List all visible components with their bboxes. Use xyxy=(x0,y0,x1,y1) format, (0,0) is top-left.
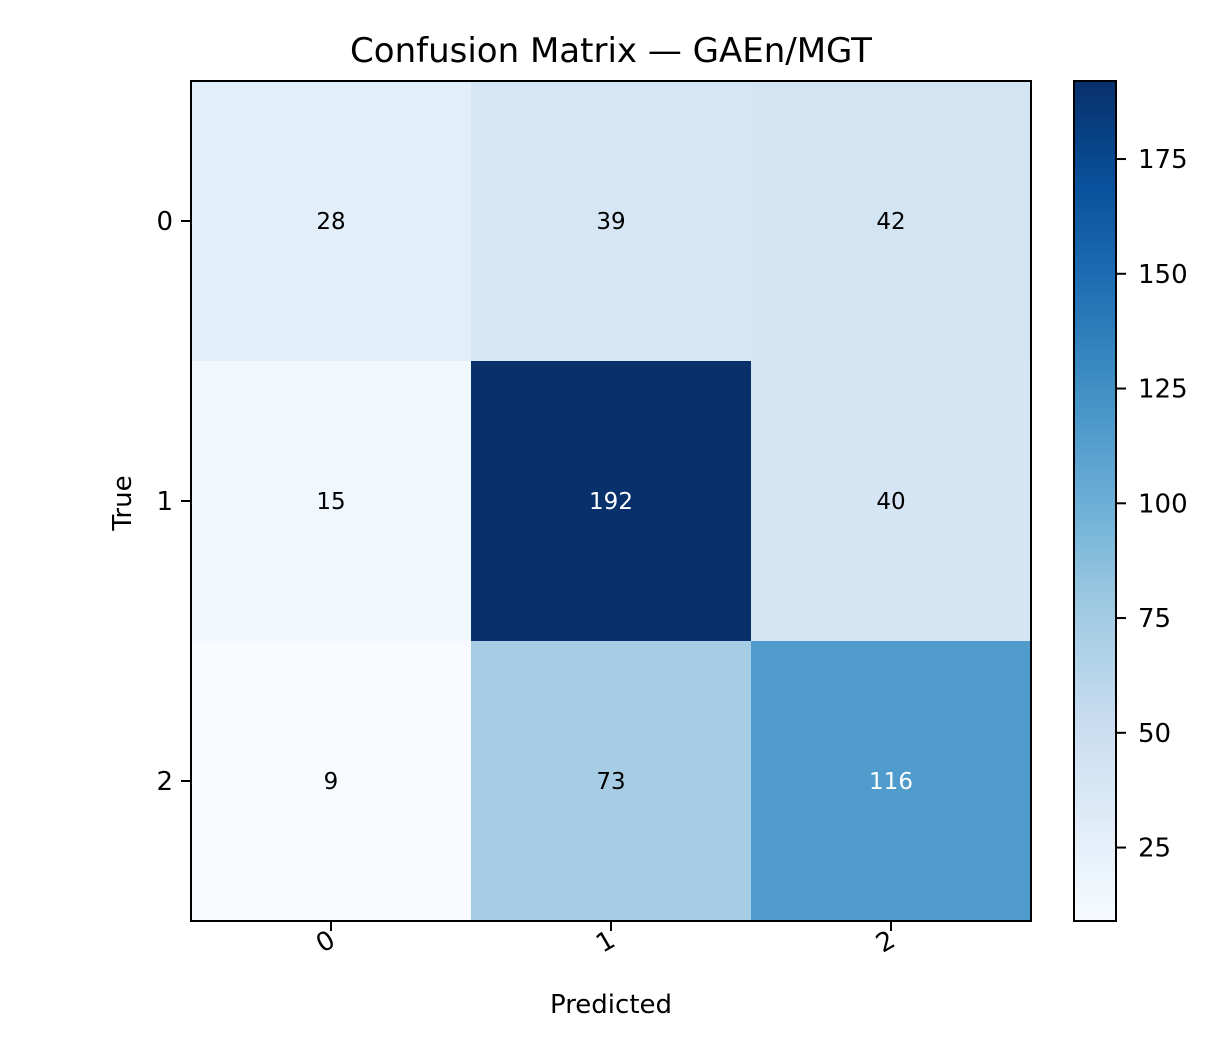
heatmap-cells xyxy=(191,81,1032,922)
colorbar-tick-label: 150 xyxy=(1138,260,1188,290)
colorbar-tick-label: 25 xyxy=(1138,834,1171,864)
heatmap-cell xyxy=(751,81,1032,362)
heatmap-cell xyxy=(751,641,1032,922)
chart-title: Confusion Matrix — GAEn/MGT xyxy=(350,31,872,71)
heatmap-cell xyxy=(471,641,752,922)
cell-value-label: 39 xyxy=(596,209,625,235)
cell-value-label: 15 xyxy=(316,489,345,515)
colorbar-frame xyxy=(1073,80,1117,922)
colorbar-tick-label: 125 xyxy=(1138,375,1188,405)
cell-value-label: 73 xyxy=(596,769,625,795)
heatmap-cell-labels: 28 39 42 15 192 40 9 73 116 xyxy=(316,209,913,795)
heatmap-cell xyxy=(751,361,1032,642)
y-tick-label: 0 xyxy=(156,207,173,237)
cell-value-label: 116 xyxy=(869,769,913,795)
cell-value-label: 28 xyxy=(316,209,345,235)
y-axis-ticks: 0 1 2 xyxy=(156,207,191,797)
colorbar-tick-label: 75 xyxy=(1138,604,1171,634)
colorbar-tick-label: 100 xyxy=(1138,489,1188,519)
y-axis-label: True xyxy=(108,475,138,531)
heatmap-cell xyxy=(191,361,472,642)
cell-value-label: 40 xyxy=(876,489,905,515)
heatmap-cell xyxy=(191,81,472,362)
heatmap-cell xyxy=(191,641,472,922)
colorbar-gradient xyxy=(1074,81,1116,921)
colorbar-tick-label: 175 xyxy=(1138,145,1188,175)
cell-value-label: 42 xyxy=(876,209,905,235)
y-tick-label: 1 xyxy=(156,487,173,517)
colorbar-ticks: 25 50 75 100 125 150 175 xyxy=(1116,145,1188,864)
heatmap-cell xyxy=(471,81,752,362)
cell-value-label: 192 xyxy=(589,489,633,515)
colorbar-tick-label: 50 xyxy=(1138,719,1171,749)
y-tick-label: 2 xyxy=(156,767,173,797)
cell-value-label: 9 xyxy=(324,769,339,795)
heatmap-cell xyxy=(471,361,752,642)
x-axis-label: Predicted xyxy=(550,990,672,1020)
